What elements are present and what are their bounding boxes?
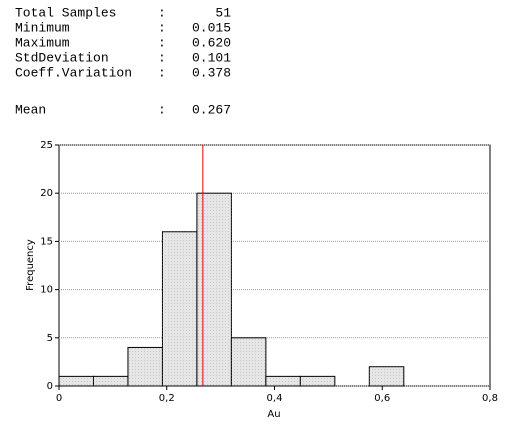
stat-value: 0.378 [192,65,231,80]
bar-texture [369,366,404,386]
x-tick-label: 0,4 [267,393,283,404]
bar-texture [265,376,301,386]
bar-texture [196,193,232,386]
stat-separator: : [158,20,166,35]
y-tick-label: 5 [47,333,53,344]
y-tick-label: 25 [40,140,53,151]
y-tick-label: 0 [47,381,53,392]
stat-separator: : [158,35,166,50]
stat-value: 0.620 [192,35,231,50]
bar-texture [231,337,266,386]
x-tick-label: 0,2 [159,393,175,404]
stat-separator: : [158,5,166,20]
stat-label: Minimum [15,20,70,35]
stat-value: 0.267 [192,102,231,117]
stat-label: Mean [15,102,46,117]
y-tick-label: 10 [40,285,53,296]
plot: 0 5 10 15 20 25 0 0,2 0,4 0,6 0,8 [40,140,498,404]
stat-value: 0.101 [192,50,231,65]
stat-label: Coeff.Variation [15,65,132,80]
bar-texture [162,231,197,386]
stat-separator: : [158,50,166,65]
x-tick-label: 0 [56,393,62,404]
x-tick-label: 0,8 [482,393,498,404]
x-tick-label: 0,6 [374,393,390,404]
x-axis-label: Au [267,409,280,420]
stat-label: StdDeviation [15,50,109,65]
bar-texture [300,376,335,386]
stats-panel: Total Samples: 51 Minimum: 0.015 Maximum: 0.6… [15,5,231,117]
bar-texture [59,376,94,386]
stat-label: Maximum [15,35,70,50]
y-tick-label: 20 [40,188,53,199]
stat-separator: : [158,65,166,80]
stat-label: Total Samples [15,5,116,20]
y-axis-label: Frequency [25,239,36,291]
stat-separator: : [158,102,166,117]
bar-texture [93,376,128,386]
bar-texture [127,347,163,386]
plot-frame [58,144,491,387]
stat-value: 51 [215,5,231,20]
stat-value: 0.015 [192,20,231,35]
y-tick-label: 15 [40,236,53,247]
